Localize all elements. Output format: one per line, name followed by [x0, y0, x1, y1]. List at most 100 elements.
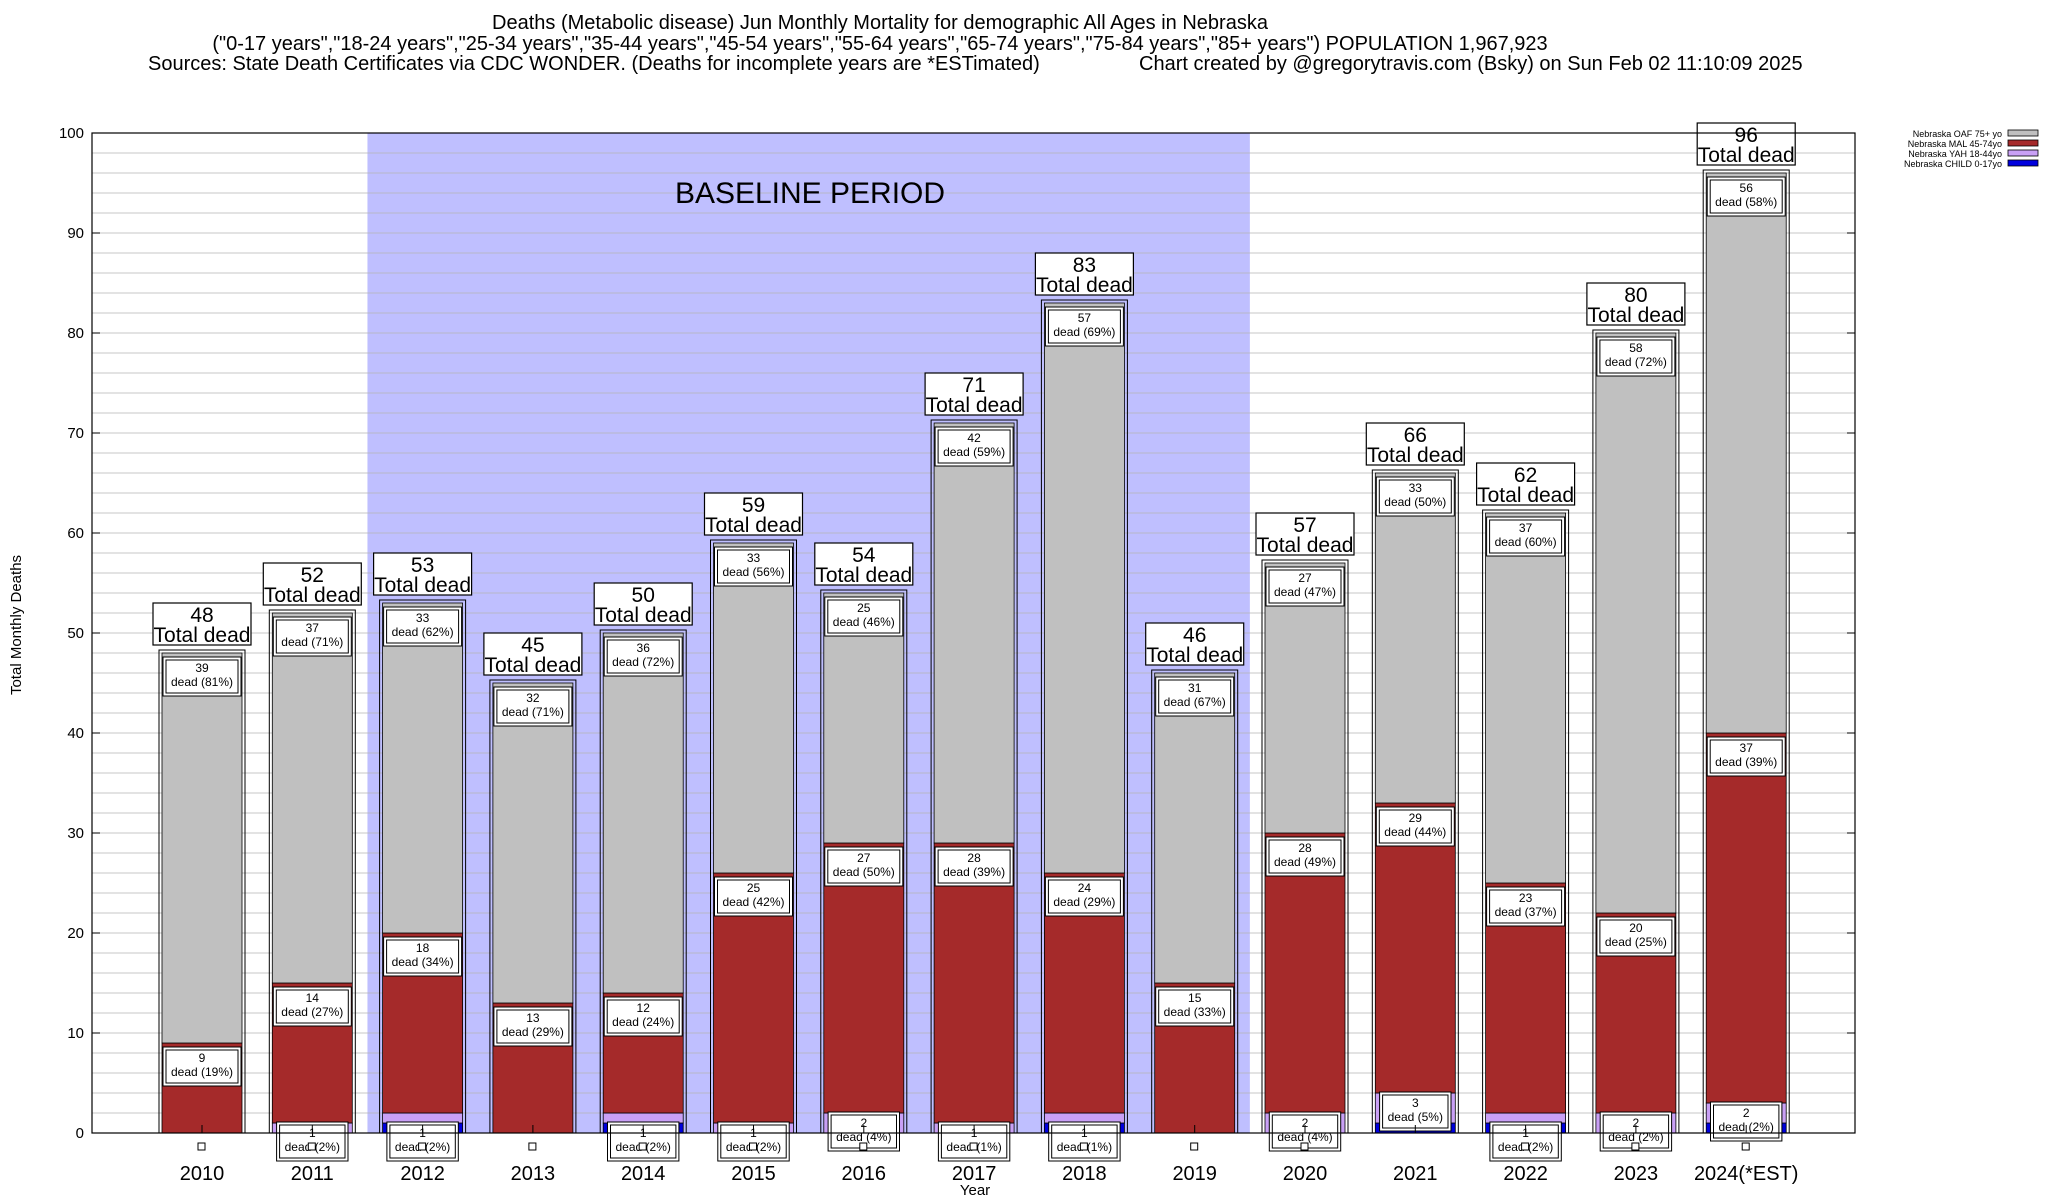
segment-label-value: 37 — [306, 621, 320, 635]
x-tick-label: 2012 — [400, 1163, 445, 1185]
segment-label-box — [1599, 339, 1673, 374]
y-axis: 0 10 20 30 40 50 60 70 80 90 100 — [59, 125, 1855, 1142]
total-label-box — [703, 492, 804, 536]
zero-marker — [638, 1142, 647, 1151]
segment-label-box — [1268, 569, 1342, 604]
bar-segment — [1485, 512, 1566, 884]
total-label-text: Total dead — [374, 574, 471, 597]
total-label-value: 45 — [521, 634, 544, 657]
segment-label-text: dead (42%) — [722, 895, 784, 909]
segment-label-value: 27 — [1298, 571, 1312, 585]
total-label-box — [1586, 282, 1686, 326]
segment-label-box — [1709, 739, 1783, 774]
x-axis: 2010 2011 2012 2013 2014 2015 2016 2017 2018 2019… — [180, 1125, 1798, 1185]
total-label-box — [262, 562, 362, 606]
total-label-value: 53 — [411, 554, 434, 577]
total-label-text: Total dead — [1367, 444, 1464, 467]
segment-label-text: dead (29%) — [1053, 895, 1115, 909]
segment-label-value: 36 — [637, 641, 651, 655]
bar-segment — [602, 632, 684, 994]
segment-label-value: 24 — [1078, 881, 1092, 895]
total-label-box — [152, 602, 252, 646]
chart-sources: Sources: State Death Certificates via CD… — [148, 53, 1040, 75]
segment-label-box — [1378, 479, 1452, 514]
legend-label: Nebraska MAL 45-74yo — [1908, 139, 2002, 149]
total-label-text: Total dead — [1587, 304, 1684, 327]
x-tick-label: 2019 — [1172, 1163, 1217, 1185]
segment-label-text: dead (39%) — [943, 865, 1005, 879]
zero-marker — [1079, 1142, 1088, 1151]
bar-segment — [382, 602, 464, 934]
bar-segment — [713, 542, 794, 874]
y-tick-label: 90 — [67, 225, 84, 242]
segment-label-value: 33 — [747, 551, 761, 565]
segment-label-text: dead (5%) — [1388, 1110, 1443, 1124]
segment-label-value: 3 — [1412, 1096, 1419, 1110]
total-label-box — [1365, 422, 1465, 466]
x-tick-label: 2010 — [180, 1163, 225, 1185]
total-label-text: Total dead — [154, 624, 251, 647]
total-label-text: Total dead — [484, 654, 581, 677]
segment-label-box — [1599, 919, 1673, 954]
bar-segment — [823, 842, 905, 1114]
segment-label-text: dead (50%) — [833, 865, 895, 879]
segment-label-box — [606, 999, 680, 1034]
segment-label-text: dead (81%) — [171, 675, 233, 689]
segment-label-box — [275, 989, 349, 1024]
segment-label-text: dead (56%) — [722, 565, 784, 579]
y-tick-label: 60 — [67, 525, 84, 542]
total-label-box — [593, 582, 693, 626]
baseline-label: BASELINE PERIOD — [675, 177, 945, 210]
total-label-text: Total dead — [264, 584, 361, 607]
segment-label-value: 57 — [1078, 311, 1092, 325]
segment-label-box — [1158, 679, 1232, 714]
total-label-text: Total dead — [595, 604, 692, 627]
x-tick-label: 2015 — [731, 1163, 776, 1185]
total-label-value: 96 — [1735, 124, 1758, 147]
segment-label-text: dead (71%) — [502, 705, 564, 719]
segment-label-value: 12 — [637, 1001, 651, 1015]
total-label-box — [814, 542, 914, 586]
x-tick-label: 2021 — [1393, 1163, 1438, 1185]
bar-segment — [492, 682, 574, 1004]
segment-label-box — [717, 879, 790, 914]
x-tick-label: 2022 — [1503, 1163, 1548, 1185]
x-tick-label: 2014 — [621, 1163, 666, 1185]
segment-label-value: 23 — [1519, 891, 1533, 905]
x-tick-label: 2017 — [952, 1163, 997, 1185]
segment-label-text: dead (59%) — [943, 445, 1005, 459]
total-label-box — [1034, 252, 1135, 296]
segment-label-text: dead (72%) — [612, 655, 674, 669]
segment-label-box — [717, 549, 790, 584]
segment-label-box — [1489, 519, 1563, 554]
segment-label-box — [1047, 879, 1121, 914]
segment-label-text: dead (37%) — [1495, 905, 1557, 919]
segment-label-text: dead (60%) — [1495, 535, 1557, 549]
total-label-box — [1145, 622, 1245, 666]
segment-label-value: 2 — [860, 1116, 867, 1130]
segment-label-text: dead (46%) — [833, 615, 895, 629]
segment-label-value: 31 — [1188, 681, 1202, 695]
segment-label-text: dead (62%) — [392, 625, 454, 639]
total-label-value: 66 — [1404, 424, 1427, 447]
segment-label-value: 18 — [416, 941, 430, 955]
y-tick-label: 100 — [59, 125, 84, 142]
chart-subtitle: ("0-17 years","18-24 years","25-34 years… — [212, 33, 1548, 55]
total-label-text: Total dead — [1146, 644, 1243, 667]
legend-label: Nebraska OAF 75+ yo — [1913, 129, 2002, 139]
